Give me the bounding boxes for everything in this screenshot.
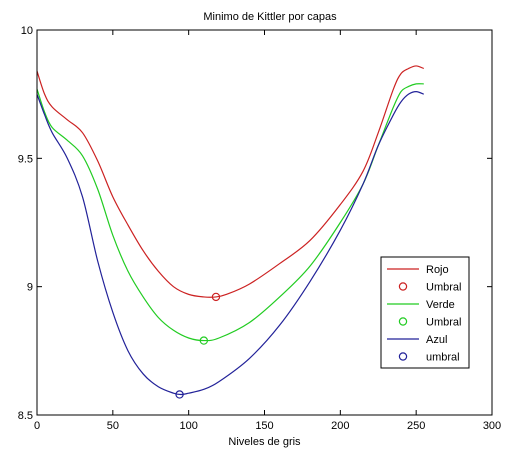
- series-line-azul: [36, 90, 424, 396]
- legend-box: [380, 256, 470, 369]
- x-axis-label: Niveles de gris: [228, 436, 301, 448]
- legend-entry-label: Azul: [426, 334, 447, 346]
- series-line-verde: [36, 83, 424, 342]
- x-tick-label: 100: [179, 420, 197, 432]
- y-tick-label: 8.5: [18, 410, 33, 422]
- series-line-rojo: [36, 65, 424, 298]
- y-tick-label: 10: [21, 25, 33, 37]
- legend-entry-label: Rojo: [426, 264, 449, 276]
- chart-title: Minimo de Kittler por capas: [203, 11, 337, 23]
- legend-circle-swatch: [398, 352, 408, 361]
- axes-frame: [36, 29, 493, 416]
- legend: Rojo Umbral Verde Umbral Azul umbral: [380, 256, 470, 369]
- x-tick-label: 200: [331, 420, 349, 432]
- legend-circle-swatch: [398, 282, 408, 291]
- threshold-marker-3: [199, 336, 209, 345]
- x-tick-label: 0: [34, 420, 40, 432]
- x-axis-ticks: 0 50 100 150 200 250 300: [34, 30, 501, 432]
- x-tick-label: 50: [107, 420, 119, 432]
- y-tick-label: 9.5: [18, 153, 33, 165]
- x-tick-label: 250: [407, 420, 425, 432]
- legend-entry-label: umbral: [426, 352, 460, 364]
- y-axis-ticks: 8.5 9 9.5 10: [18, 25, 492, 422]
- series-group: [36, 65, 424, 399]
- threshold-marker-1: [211, 292, 221, 302]
- legend-circle-swatch: [398, 317, 408, 326]
- y-tick-label: 9: [27, 282, 33, 294]
- legend-entry-label: Verde: [426, 299, 455, 311]
- threshold-marker-5: [175, 390, 184, 399]
- x-tick-label: 300: [483, 420, 501, 432]
- x-tick-label: 150: [255, 420, 273, 432]
- legend-entry-label: Umbral: [426, 317, 461, 329]
- legend-entry-label: Umbral: [426, 282, 461, 294]
